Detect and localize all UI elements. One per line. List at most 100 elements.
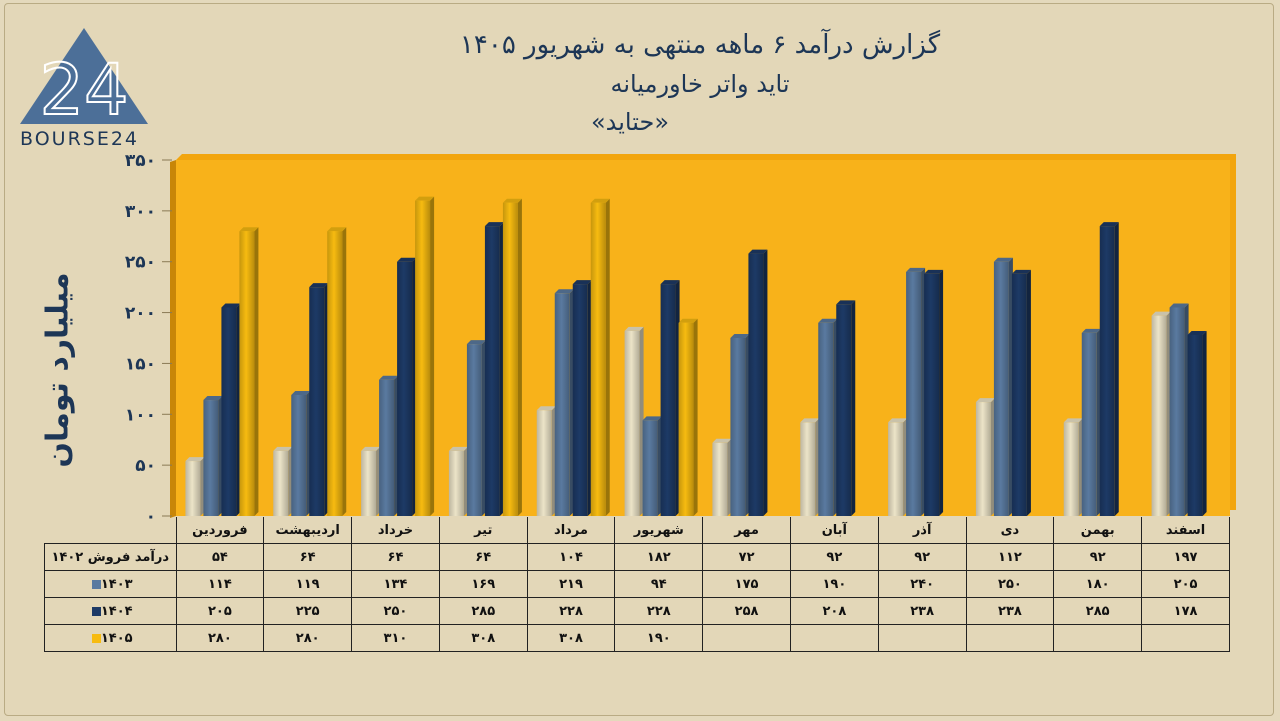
table-corner [45, 517, 177, 544]
table-cell: ۱۹۰ [789, 570, 879, 598]
y-tick-label: ۵۰ [135, 456, 156, 476]
bar [1011, 269, 1031, 516]
data-table: فروردین اردیبهشت خرداد تیر مرداد شهریور مهر آبا… [44, 517, 1230, 652]
table-cell: ۲۱۹ [526, 570, 616, 598]
table-cell: ۲۴۰ [877, 570, 967, 598]
table-cell: ۱۶۹ [438, 570, 528, 598]
bar [1169, 303, 1189, 516]
bar [818, 318, 838, 516]
table-cell: ۱۹۰ [614, 624, 704, 652]
bar [484, 222, 504, 516]
bar [1081, 328, 1101, 516]
month-header: اردیبهشت [263, 517, 353, 544]
bar [1151, 311, 1171, 516]
table-cell: ۱۷۸ [1141, 597, 1230, 625]
bar [554, 289, 574, 516]
table-cell: ۲۸۵ [438, 597, 528, 625]
bar [466, 340, 486, 516]
bar [993, 257, 1013, 516]
table-cell: ۹۲ [877, 543, 967, 571]
bar [642, 416, 662, 516]
y-tick-label: ۲۰۰ [125, 304, 156, 324]
table-cell: ۱۱۴ [175, 570, 265, 598]
table-cell: ۲۳۸ [877, 597, 967, 625]
svg-text:24: 24 [39, 49, 128, 131]
table-cell: ۱۸۲ [614, 543, 704, 571]
table-row: ۱۴۰۳ ۱۱۴ ۱۱۹ ۱۳۴ ۱۶۹ ۲۱۹ ۹۴ ۱۷۵ ۱۹۰ ۲۴۰ ۲۵۰ ۱۸۰ ۲۰۵ [44, 570, 1230, 598]
table-cell: ۳۰۸ [438, 624, 528, 652]
bar [924, 269, 944, 516]
month-header: آبان [789, 517, 879, 544]
bar [361, 446, 381, 516]
bar [1099, 222, 1119, 516]
table-row: ۱۴۰۴ ۲۰۵ ۲۲۵ ۲۵۰ ۲۸۵ ۲۲۸ ۲۲۸ ۲۵۸ ۲۰۸ ۲۳۸ ۲۳۸ ۲۸۵ ۱۷۸ [44, 597, 1230, 625]
plot-side-wall [170, 160, 176, 518]
bar [800, 418, 820, 516]
table-cell: ۱۳۴ [351, 570, 440, 598]
bar [888, 418, 908, 516]
legend-swatch [91, 606, 101, 616]
month-header: بهمن [1053, 517, 1143, 544]
bar [1187, 330, 1207, 516]
bar [712, 438, 732, 516]
table-cell: ۳۰۸ [526, 624, 616, 652]
table-cell [789, 624, 879, 652]
y-tick-label: ۱۰۰ [125, 405, 156, 425]
chart-ticker: «حتاید» [590, 108, 670, 136]
bourse24-logo: 24 [20, 28, 148, 132]
month-header: خرداد [351, 517, 440, 544]
bar [730, 334, 750, 516]
table-cell: ۲۳۸ [965, 597, 1055, 625]
bar [415, 196, 435, 516]
y-tick-label: ۳۵۰ [125, 151, 156, 171]
month-header: مهر [702, 517, 791, 544]
table-cell: ۲۵۸ [702, 597, 791, 625]
table-cell: ۲۲۸ [526, 597, 616, 625]
table-cell: ۲۵۰ [965, 570, 1055, 598]
month-header: تیر [438, 517, 528, 544]
table-cell: ۲۲۵ [263, 597, 353, 625]
table-row: ۱۴۰۵ ۲۸۰ ۲۸۰ ۳۱۰ ۳۰۸ ۳۰۸ ۱۹۰ [44, 624, 1230, 652]
plot-area [176, 160, 1230, 516]
bar [748, 249, 768, 516]
bar [502, 198, 522, 516]
table-cell: ۲۰۵ [1141, 570, 1230, 598]
table-cell: ۱۷۵ [702, 570, 791, 598]
month-header: فروردین [175, 517, 265, 544]
series-label: درآمد فروش ۱۴۰۲ [44, 543, 177, 571]
bar [590, 198, 610, 516]
table-cell: ۲۵۰ [351, 597, 440, 625]
table-cell: ۹۴ [614, 570, 704, 598]
bar [906, 267, 926, 516]
table-cell: ۱۸۰ [1053, 570, 1143, 598]
bar [836, 300, 856, 516]
table-cell: ۶۴ [263, 543, 353, 571]
table-cell: ۱۱۹ [263, 570, 353, 598]
table-cell: ۲۲۸ [614, 597, 704, 625]
bar [185, 457, 205, 516]
y-tick-label: ۱۵۰ [125, 354, 156, 374]
chart-title: گزارش درآمد ۶ ماهه منتهی به شهریور ۱۴۰۵ [459, 30, 941, 60]
bar [448, 446, 468, 516]
bar [239, 227, 259, 516]
bar [273, 446, 293, 516]
month-header: شهریور [614, 517, 704, 544]
bar [379, 375, 399, 516]
table-cell: ۹۲ [789, 543, 879, 571]
bar [624, 326, 644, 516]
table-cell: ۳۱۰ [351, 624, 440, 652]
table-cell [877, 624, 967, 652]
bar [660, 280, 680, 516]
bar [536, 406, 556, 516]
series-label: ۱۴۰۳ [44, 570, 177, 598]
y-tick-label: ۰ [146, 507, 156, 527]
table-cell [965, 624, 1055, 652]
table-cell [1053, 624, 1143, 652]
bar [309, 283, 329, 516]
y-tick-label: ۳۰۰ [125, 202, 156, 222]
table-cell: ۷۲ [702, 543, 791, 571]
table-cell: ۵۴ [175, 543, 265, 571]
bar [203, 396, 223, 516]
table-cell: ۶۴ [438, 543, 528, 571]
